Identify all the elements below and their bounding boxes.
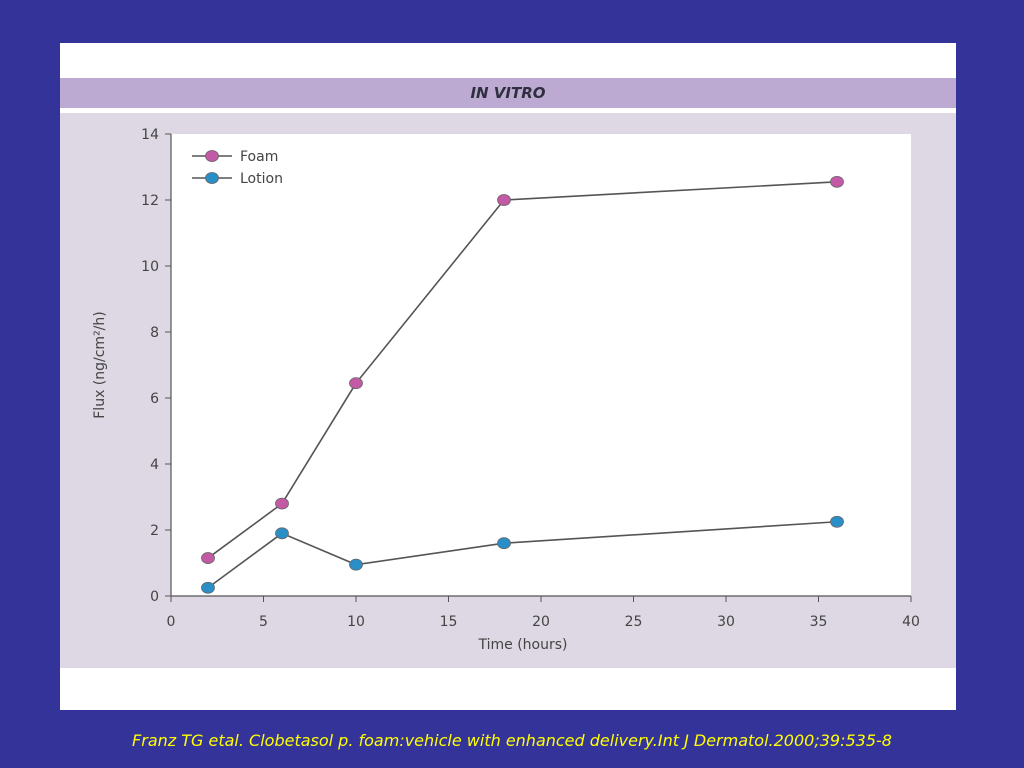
y-tick-label: 2 bbox=[150, 523, 159, 539]
data-point-lotion bbox=[497, 537, 511, 550]
y-tick-label: 12 bbox=[141, 193, 159, 209]
y-tick-label: 14 bbox=[141, 127, 159, 143]
x-axis-label: Time (hours) bbox=[478, 637, 568, 653]
data-point-lotion bbox=[349, 558, 363, 571]
x-tick-label: 5 bbox=[259, 614, 268, 630]
data-point-foam bbox=[497, 194, 511, 206]
x-tick-label: 30 bbox=[717, 614, 735, 630]
data-point-foam bbox=[201, 552, 215, 564]
legend-marker-foam bbox=[205, 150, 219, 162]
x-tick-label: 35 bbox=[810, 614, 828, 630]
x-tick-label: 40 bbox=[902, 614, 920, 630]
y-tick-label: 4 bbox=[150, 457, 159, 473]
x-tick-label: 15 bbox=[440, 614, 458, 630]
y-tick-label: 10 bbox=[141, 259, 159, 275]
y-axis-label: Flux (ng/cm²/h) bbox=[92, 311, 108, 419]
y-tick-label: 6 bbox=[150, 391, 159, 407]
y-tick-label: 8 bbox=[150, 325, 159, 341]
x-tick-label: 25 bbox=[625, 614, 643, 630]
x-tick-label: 20 bbox=[532, 614, 550, 630]
x-tick-label: 10 bbox=[347, 614, 365, 630]
data-point-lotion bbox=[201, 581, 215, 594]
chart-title: IN VITRO bbox=[60, 78, 956, 108]
data-point-foam bbox=[830, 175, 844, 188]
x-tick-label: 0 bbox=[167, 614, 176, 630]
data-point-foam bbox=[349, 377, 363, 390]
plot-area bbox=[171, 134, 911, 596]
legend-label-lotion: Lotion bbox=[240, 171, 283, 187]
data-point-lotion bbox=[830, 515, 844, 528]
legend-marker-lotion bbox=[205, 172, 219, 184]
data-point-lotion bbox=[275, 527, 289, 540]
y-tick-label: 0 bbox=[150, 589, 159, 605]
citation: Franz TG etal. Clobetasol p. foam:vehicl… bbox=[132, 731, 892, 750]
data-point-foam bbox=[275, 497, 289, 510]
legend-label-foam: Foam bbox=[240, 149, 278, 165]
